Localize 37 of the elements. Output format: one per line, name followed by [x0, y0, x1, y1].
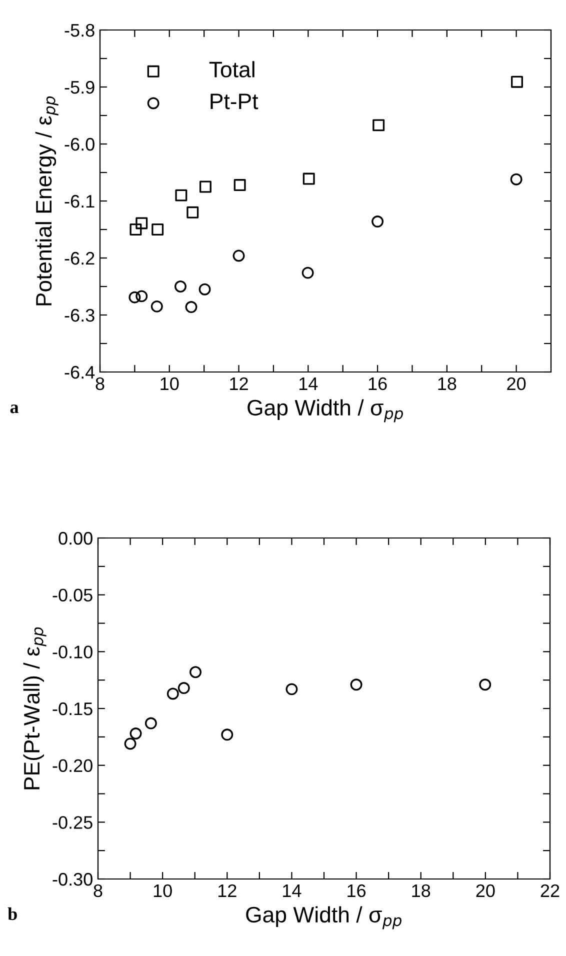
x-tick-label: 12: [218, 884, 236, 897]
x-axis-title: Gap Width / σ$_{pp}$: [246, 906, 402, 930]
y-tick-label: -6.0: [64, 138, 94, 151]
x-tick-label: 18: [412, 884, 430, 898]
y-tick-label: -5.9: [64, 80, 94, 94]
legend-label: Total: [209, 61, 254, 78]
x-tick-label: 8: [96, 377, 104, 390]
y-tick-label: -0.20: [52, 759, 92, 772]
x-tick-label: 16: [348, 884, 366, 898]
x-tick-label: 20: [507, 377, 526, 390]
y-tick-label: -5.8: [64, 24, 94, 37]
y-tick-label: -0.30: [52, 872, 92, 886]
legend-label: Pt-Pt: [210, 94, 258, 110]
x-tick-label: 12: [230, 377, 248, 390]
y-axis-title: PE(Pt-Wall) / ε$_{pp}$: [23, 627, 46, 790]
y-tick-label: -6.1: [64, 194, 94, 208]
y-tick-label: -6.2: [64, 252, 94, 265]
y-tick-label: -0.10: [52, 646, 92, 658]
x-tick-label: 20: [476, 884, 495, 898]
x-tick-label: 22: [540, 884, 560, 897]
y-tick-label: -0.05: [52, 588, 92, 602]
x-tick-label: 18: [438, 377, 456, 390]
y-axis-title: Potential Energy / ε$_{pp}$: [35, 96, 58, 306]
y-tick-label: -6.3: [64, 308, 94, 322]
text: b: [8, 907, 17, 920]
x-axis-title: Gap Width / σ$_{pp}$: [248, 399, 403, 422]
y-tick-label: -0.15: [52, 702, 92, 716]
x-tick-label: 10: [154, 884, 172, 898]
x-tick-label: 14: [299, 378, 318, 390]
x-tick-label: 16: [368, 377, 387, 390]
text: a: [10, 404, 19, 414]
y-tick-label: -6.4: [64, 366, 95, 379]
x-tick-label: 8: [94, 884, 102, 898]
y-tick-label: -0.25: [52, 816, 92, 829]
x-tick-label: 14: [283, 884, 302, 897]
x-tick-label: 10: [160, 377, 179, 390]
y-tick-label: 0.00: [58, 532, 92, 545]
